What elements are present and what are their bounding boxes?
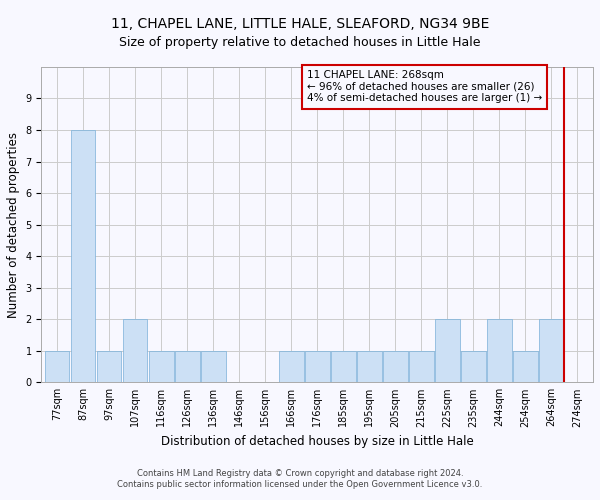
Text: 11 CHAPEL LANE: 268sqm
← 96% of detached houses are smaller (26)
4% of semi-deta: 11 CHAPEL LANE: 268sqm ← 96% of detached…: [307, 70, 542, 103]
Bar: [409, 351, 434, 382]
Bar: [461, 351, 486, 382]
Y-axis label: Number of detached properties: Number of detached properties: [7, 132, 20, 318]
Bar: [539, 320, 564, 382]
Bar: [383, 351, 407, 382]
Text: Contains HM Land Registry data © Crown copyright and database right 2024.: Contains HM Land Registry data © Crown c…: [137, 468, 463, 477]
Bar: [175, 351, 200, 382]
X-axis label: Distribution of detached houses by size in Little Hale: Distribution of detached houses by size …: [161, 435, 473, 448]
Text: 11, CHAPEL LANE, LITTLE HALE, SLEAFORD, NG34 9BE: 11, CHAPEL LANE, LITTLE HALE, SLEAFORD, …: [111, 18, 489, 32]
Bar: [357, 351, 382, 382]
Bar: [149, 351, 173, 382]
Bar: [331, 351, 356, 382]
Bar: [279, 351, 304, 382]
Bar: [305, 351, 329, 382]
Bar: [45, 351, 70, 382]
Bar: [435, 320, 460, 382]
Bar: [201, 351, 226, 382]
Bar: [123, 320, 148, 382]
Bar: [71, 130, 95, 382]
Bar: [513, 351, 538, 382]
Text: Contains public sector information licensed under the Open Government Licence v3: Contains public sector information licen…: [118, 480, 482, 489]
Bar: [487, 320, 512, 382]
Text: Size of property relative to detached houses in Little Hale: Size of property relative to detached ho…: [119, 36, 481, 49]
Bar: [97, 351, 121, 382]
